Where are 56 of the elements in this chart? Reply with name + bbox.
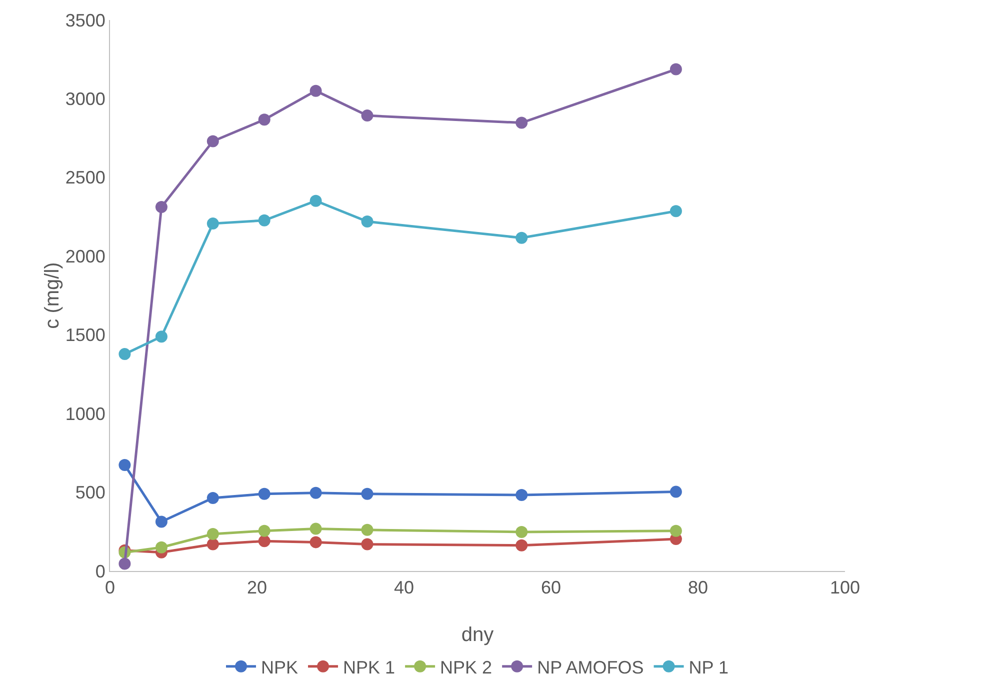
point	[118, 348, 131, 360]
y-tick-label: 1500	[65, 325, 106, 346]
x-tick-label: 100	[830, 578, 860, 598]
point	[516, 539, 528, 552]
point	[206, 528, 219, 540]
point	[206, 218, 219, 230]
y-tick-label: 500	[75, 482, 106, 503]
legend-label: NP AMOFOS	[537, 657, 644, 678]
point	[155, 330, 168, 343]
point	[361, 110, 374, 122]
point	[310, 522, 322, 535]
point	[206, 538, 219, 550]
x-tick-label: 80	[688, 578, 708, 598]
point	[310, 486, 322, 499]
y-tick-label: 3500	[65, 10, 106, 30]
point	[118, 459, 131, 472]
y-tick-label: 0	[95, 561, 106, 582]
point	[361, 216, 374, 228]
point	[670, 524, 682, 537]
point	[258, 214, 270, 226]
point	[516, 232, 528, 244]
point	[118, 558, 131, 570]
x-tick-label: 40	[394, 578, 414, 598]
y-tick-label: 1000	[65, 404, 106, 424]
x-axis-title: dny	[461, 624, 494, 646]
point	[206, 135, 219, 148]
point	[258, 524, 270, 537]
point	[361, 488, 374, 500]
point	[670, 486, 682, 498]
point	[258, 114, 270, 126]
x-tick-label: 20	[246, 578, 268, 598]
point	[516, 526, 528, 538]
point	[361, 524, 374, 536]
point	[670, 205, 682, 218]
y-tick-label: 3000	[65, 89, 106, 110]
point	[516, 488, 528, 501]
point	[258, 535, 270, 548]
x-tick-label: 60	[540, 578, 562, 598]
y-tick-label: 2500	[65, 168, 106, 188]
point	[310, 84, 322, 97]
legend-label: NP 1	[688, 657, 728, 678]
point	[155, 201, 168, 214]
point	[155, 516, 168, 528]
point	[155, 541, 168, 554]
point	[361, 538, 374, 550]
y-tick-label: 2000	[65, 246, 106, 266]
point	[516, 116, 528, 129]
point	[206, 492, 219, 504]
point	[670, 63, 682, 76]
legend-label: NPK 2	[440, 657, 492, 678]
point	[258, 488, 270, 500]
legend-label: NPK 1	[343, 657, 396, 678]
point	[310, 536, 322, 548]
point	[310, 194, 322, 207]
legend-label: NPK	[261, 657, 298, 678]
y-axis-title: c (mg/l)	[41, 262, 64, 329]
